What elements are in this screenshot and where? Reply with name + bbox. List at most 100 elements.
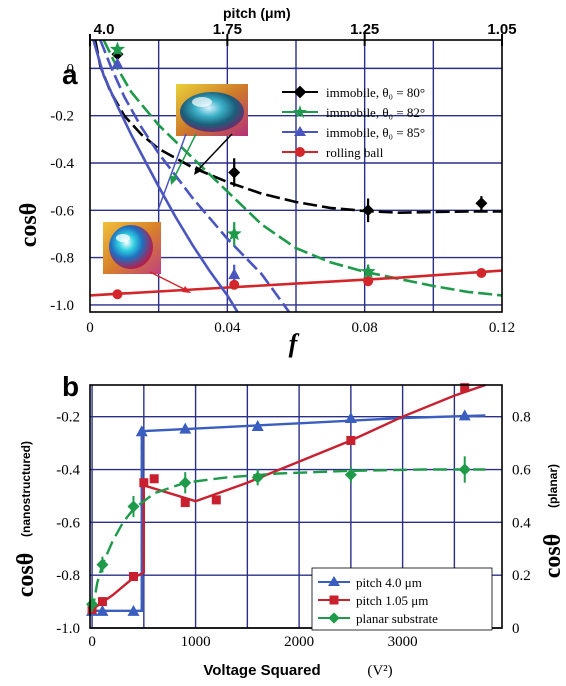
series-curve	[102, 39, 503, 297]
x-tick-label: 0	[88, 634, 96, 650]
y-tick-label: -0.8	[56, 568, 80, 584]
panel-b-legend: pitch 4.0 μm pitch 1.05 μm planar substr…	[311, 567, 493, 631]
y-tick-label: -0.2	[50, 109, 74, 125]
x-tick-label: 0	[86, 320, 94, 336]
panel-b-y-axis-title: cosθ (nanostructured)	[13, 441, 39, 597]
y-tick-label: -0.4	[50, 156, 74, 172]
panel-a-top-axis-label: pitch (μm)	[223, 5, 291, 21]
panel-b-y2-axis-note: (planar)	[546, 464, 560, 508]
diamond-marker-icon	[293, 85, 307, 99]
panel-b-y-tick-labels: -0.2 -0.4 -0.6 -0.8 -1.0	[56, 410, 80, 637]
y2-tick-label: 0.8	[512, 410, 531, 426]
panel-b-x-axis-label: Voltage Squared	[203, 662, 320, 679]
legend-item-pitch-4: pitch 4.0 μm	[318, 575, 422, 590]
panel-a-curves	[89, 39, 503, 313]
data-point	[179, 476, 192, 489]
data-point	[127, 604, 140, 616]
data-point	[97, 597, 107, 607]
data-point	[211, 495, 221, 505]
data-point	[180, 498, 190, 508]
x-tick-label: 1000	[181, 634, 211, 650]
y-tick-label: 0	[67, 61, 75, 77]
x-tick-label: 0.12	[489, 320, 515, 336]
panel-a-label: a	[62, 59, 78, 90]
panel-a-y-tick-labels: 0 -0.2 -0.4 -0.6 -0.8 -1.0	[50, 61, 74, 314]
data-point	[135, 425, 148, 437]
legend-item-theta82: ★ immobile, θ₀ = 82°	[282, 102, 425, 122]
data-point	[460, 383, 470, 393]
data-point	[458, 409, 471, 421]
panel-a-x-axis-label: f	[289, 329, 300, 358]
series-curve	[93, 39, 502, 215]
panel-b-label: b	[62, 371, 79, 402]
x-tick-label: 0.04	[214, 320, 241, 336]
square-marker-icon	[329, 595, 339, 605]
panel-a-frame	[89, 39, 503, 313]
panel-b-y-axis-label: cosθ	[13, 553, 39, 598]
y-tick-label: -0.8	[50, 251, 74, 267]
data-point	[111, 57, 124, 69]
legend-item-theta85: immobile, θ₀ = 85°	[282, 125, 425, 140]
data-point	[109, 41, 126, 56]
panel-b-y-axis-note: (nanostructured)	[19, 441, 33, 537]
x-tick-label: 2000	[284, 634, 314, 650]
panel-a-points	[109, 41, 488, 300]
top-tick-label: 1.05	[487, 21, 516, 38]
circle-marker-icon	[295, 147, 305, 157]
panel-b-y2-axis-title: cosθ (planar)	[540, 464, 566, 578]
y2-tick-label: 0.2	[512, 568, 531, 584]
data-point	[86, 598, 99, 611]
data-point	[344, 412, 357, 424]
panel-b-y2-tick-labels: 0.8 0.6 0.4 0.2 0	[512, 410, 531, 637]
data-point	[251, 471, 264, 484]
data-point	[458, 463, 471, 476]
panel-a: 0 0.04 0.08 0.12 0 -0.2 -0.4 -0.6 -0.8 -1.0 4.0 1…	[16, 5, 517, 358]
top-tick-label: 4.0	[94, 21, 115, 38]
y-tick-label: -0.4	[56, 463, 80, 479]
y-tick-label: -0.6	[56, 515, 80, 531]
immobile-drop-image	[176, 84, 248, 136]
legend-label: rolling ball	[326, 145, 384, 160]
x-tick-label: 3000	[388, 634, 418, 650]
diamond-marker-icon	[328, 612, 340, 624]
data-point	[179, 422, 192, 434]
panel-a-x-tick-labels: 0 0.04 0.08 0.12	[86, 320, 515, 336]
rolling-drop-image	[103, 222, 161, 274]
data-point	[96, 558, 109, 571]
panel-b-y2-axis-label: cosθ	[540, 534, 566, 579]
legend-label: immobile, θ₀ = 85°	[326, 125, 425, 140]
panel-a-top-tick-labels: 4.0 1.75 1.25 1.05	[89, 21, 517, 46]
legend-label: pitch 1.05 μm	[356, 593, 428, 608]
data-point	[363, 276, 374, 287]
y-tick-label: -0.6	[50, 203, 74, 219]
data-point	[229, 279, 240, 290]
legend-item-theta80: immobile, θ₀ = 80°	[282, 85, 425, 100]
data-point	[128, 571, 138, 581]
legend-label: immobile, θ₀ = 82°	[326, 105, 425, 120]
data-point	[344, 468, 357, 481]
data-point	[228, 268, 241, 280]
triangle-marker-icon	[328, 576, 340, 586]
data-point	[139, 478, 149, 488]
top-tick-label: 1.25	[350, 21, 379, 38]
y2-tick-label: 0	[512, 621, 520, 637]
legend-item-rolling: rolling ball	[282, 145, 384, 160]
series-curve-solid	[92, 39, 239, 313]
panel-a-y-axis-label: cosθ	[16, 203, 42, 248]
panel-b: 0 1000 2000 3000 -0.2-0.4-0.6-0.8-1.0 0.80.…	[13, 371, 566, 679]
x-tick-label: 0.08	[352, 320, 378, 336]
y2-tick-label: 0.4	[512, 515, 531, 531]
data-point	[228, 166, 241, 179]
panel-b-x-tick-labels: 0 1000 2000 3000	[88, 634, 417, 650]
data-point	[476, 267, 487, 278]
legend-label: planar substrate	[356, 611, 438, 626]
series-curve	[89, 269, 503, 297]
top-tick-label: 1.75	[213, 21, 242, 38]
data-point	[475, 197, 488, 210]
y-tick-label: -1.0	[56, 621, 80, 637]
legend-label: immobile, θ₀ = 80°	[326, 85, 425, 100]
panel-b-frame	[89, 384, 503, 629]
series-curve	[99, 39, 291, 313]
legend-item-planar: planar substrate	[318, 611, 438, 626]
